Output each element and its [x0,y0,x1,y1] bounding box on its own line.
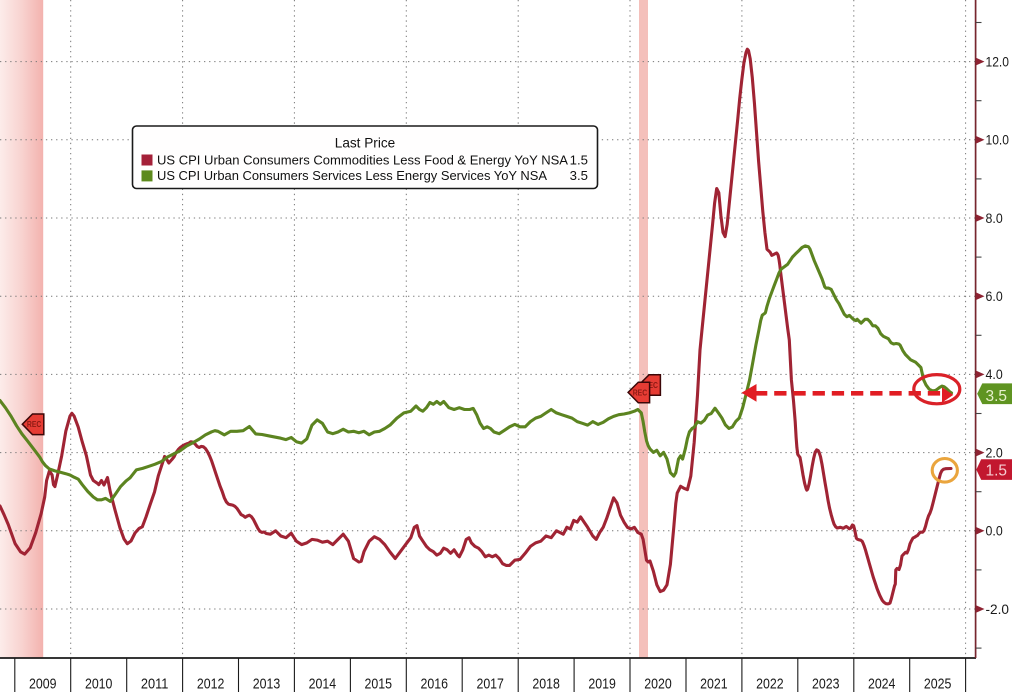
svg-text:2022: 2022 [756,676,784,693]
svg-text:2.0: 2.0 [986,445,1003,460]
svg-text:1.5: 1.5 [570,152,588,167]
svg-text:Last Price: Last Price [335,136,395,151]
svg-text:-2.0: -2.0 [986,602,1010,617]
svg-text:2016: 2016 [421,676,449,693]
svg-text:2020: 2020 [644,676,672,693]
svg-text:4.0: 4.0 [986,367,1003,382]
svg-text:2023: 2023 [812,676,840,693]
svg-text:2024: 2024 [868,676,896,693]
svg-text:3.5: 3.5 [570,168,588,183]
svg-text:2014: 2014 [309,676,337,693]
svg-text:12.0: 12.0 [986,54,1010,69]
svg-text:2015: 2015 [365,676,393,693]
svg-text:8.0: 8.0 [986,211,1003,226]
svg-text:2021: 2021 [700,676,728,693]
svg-text:3.5: 3.5 [986,388,1008,405]
svg-text:US CPI Urban Consumers Commodi: US CPI Urban Consumers Commodities Less … [157,152,568,167]
svg-text:6.0: 6.0 [986,289,1003,304]
svg-text:2010: 2010 [85,676,113,693]
svg-text:2011: 2011 [141,676,169,693]
svg-text:2018: 2018 [532,676,560,693]
svg-text:2009: 2009 [29,676,57,693]
svg-text:0.0: 0.0 [986,524,1003,539]
svg-text:REC: REC [27,420,42,429]
svg-text:REC: REC [644,381,659,390]
svg-text:2025: 2025 [924,676,952,693]
svg-text:10.0: 10.0 [986,133,1010,148]
svg-text:2017: 2017 [476,676,504,693]
svg-text:2013: 2013 [253,676,281,693]
svg-text:US CPI Urban Consumers Service: US CPI Urban Consumers Services Less Ene… [157,168,547,183]
svg-text:REC: REC [633,388,648,397]
svg-text:1.5: 1.5 [986,463,1008,480]
svg-text:2019: 2019 [588,676,616,693]
svg-text:2012: 2012 [197,676,225,693]
